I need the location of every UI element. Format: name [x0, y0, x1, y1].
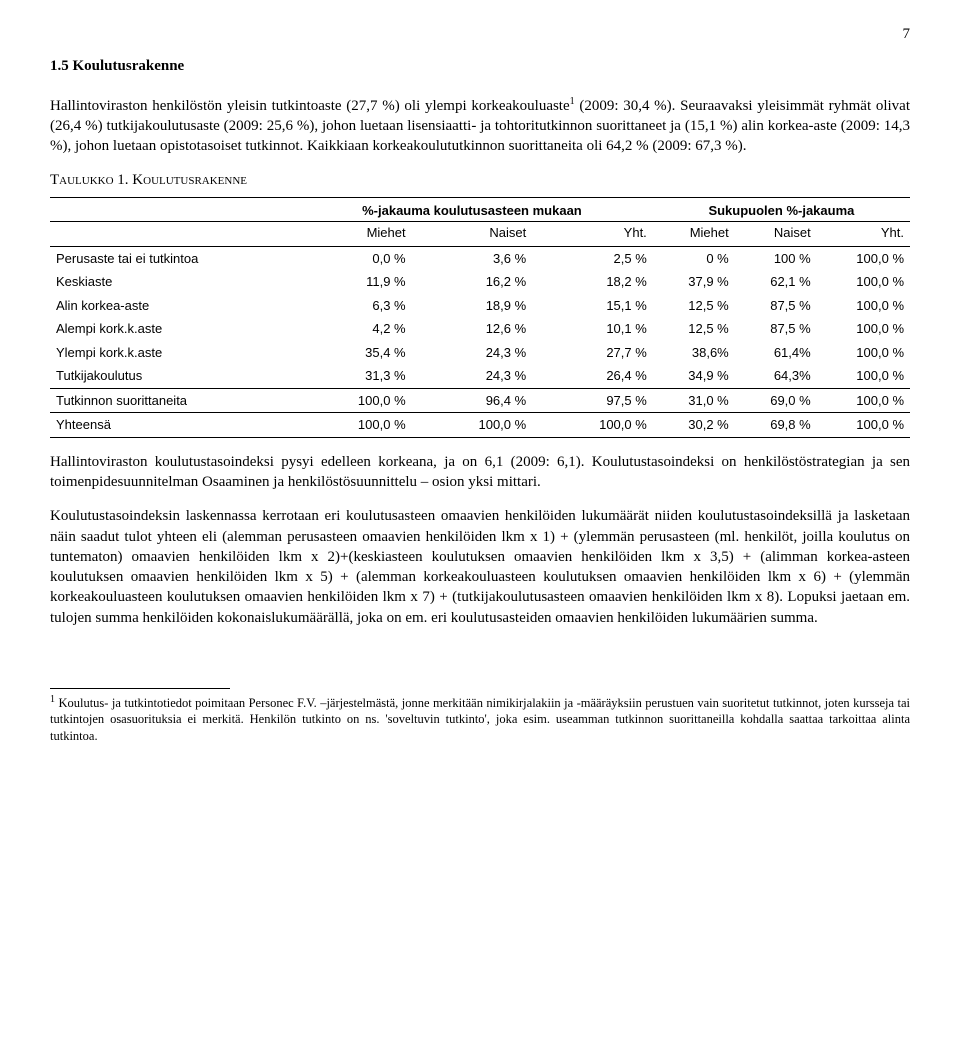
cell: 16,2 %	[412, 270, 533, 294]
cell: 100 %	[735, 246, 817, 270]
cell: 31,0 %	[653, 388, 735, 413]
table-col-2: Yht.	[532, 222, 653, 247]
cell: 96,4 %	[412, 388, 533, 413]
cell: 100,0 %	[817, 388, 910, 413]
row-label: Tutkinnon suorittaneita	[50, 388, 291, 413]
table-corner	[50, 197, 291, 222]
cell: 87,5 %	[735, 294, 817, 318]
table-row: Alempi kork.k.aste 4,2 % 12,6 % 10,1 % 1…	[50, 317, 910, 341]
cell: 37,9 %	[653, 270, 735, 294]
cell: 62,1 %	[735, 270, 817, 294]
cell: 34,9 %	[653, 364, 735, 388]
cell: 12,5 %	[653, 294, 735, 318]
row-label: Perusaste tai ei tutkintoa	[50, 246, 291, 270]
cell: 3,6 %	[412, 246, 533, 270]
row-label: Tutkijakoulutus	[50, 364, 291, 388]
footnote-separator	[50, 688, 230, 689]
cell: 100,0 %	[291, 388, 412, 413]
table-rowhead-blank	[50, 222, 291, 247]
cell: 100,0 %	[817, 294, 910, 318]
row-label: Alin korkea-aste	[50, 294, 291, 318]
table-row-subtotal: Tutkinnon suorittaneita 100,0 % 96,4 % 9…	[50, 388, 910, 413]
cell: 69,8 %	[735, 413, 817, 438]
footnote-text: Koulutus- ja tutkintotiedot poimitaan Pe…	[50, 696, 910, 743]
cell: 69,0 %	[735, 388, 817, 413]
koulutusrakenne-table: %-jakauma koulutusasteen mukaan Sukupuol…	[50, 197, 910, 438]
cell: 30,2 %	[653, 413, 735, 438]
cell: 0 %	[653, 246, 735, 270]
table-col-3: Miehet	[653, 222, 735, 247]
para1-a: Hallintoviraston henkilöstön yleisin tut…	[50, 98, 570, 114]
cell: 24,3 %	[412, 364, 533, 388]
cell: 18,9 %	[412, 294, 533, 318]
cell: 24,3 %	[412, 341, 533, 365]
cell: 18,2 %	[532, 270, 653, 294]
table-row-total: Yhteensä 100,0 % 100,0 % 100,0 % 30,2 % …	[50, 413, 910, 438]
table-col-4: Naiset	[735, 222, 817, 247]
cell: 31,3 %	[291, 364, 412, 388]
table-row: Alin korkea-aste 6,3 % 18,9 % 15,1 % 12,…	[50, 294, 910, 318]
table-group-1: %-jakauma koulutusasteen mukaan	[291, 197, 653, 222]
table-row: Perusaste tai ei tutkintoa 0,0 % 3,6 % 2…	[50, 246, 910, 270]
cell: 10,1 %	[532, 317, 653, 341]
cell: 12,6 %	[412, 317, 533, 341]
cell: 15,1 %	[532, 294, 653, 318]
cell: 100,0 %	[817, 270, 910, 294]
table-caption-b: Koulutusrakenne	[132, 172, 247, 188]
cell: 100,0 %	[412, 413, 533, 438]
cell: 27,7 %	[532, 341, 653, 365]
paragraph-1: Hallintoviraston henkilöstön yleisin tut…	[50, 95, 910, 157]
cell: 100,0 %	[817, 413, 910, 438]
row-label: Ylempi kork.k.aste	[50, 341, 291, 365]
cell: 64,3%	[735, 364, 817, 388]
cell: 100,0 %	[817, 364, 910, 388]
table-col-0: Miehet	[291, 222, 412, 247]
cell: 100,0 %	[532, 413, 653, 438]
table-caption-a: Taulukko 1.	[50, 172, 132, 188]
page-number: 7	[50, 24, 910, 44]
cell: 38,6%	[653, 341, 735, 365]
cell: 87,5 %	[735, 317, 817, 341]
cell: 100,0 %	[291, 413, 412, 438]
cell: 35,4 %	[291, 341, 412, 365]
row-label: Yhteensä	[50, 413, 291, 438]
cell: 100,0 %	[817, 341, 910, 365]
cell: 2,5 %	[532, 246, 653, 270]
cell: 100,0 %	[817, 246, 910, 270]
table-caption: Taulukko 1. Koulutusrakenne	[50, 170, 910, 190]
table-row: Tutkijakoulutus 31,3 % 24,3 % 26,4 % 34,…	[50, 364, 910, 388]
table-col-1: Naiset	[412, 222, 533, 247]
table-col-5: Yht.	[817, 222, 910, 247]
cell: 26,4 %	[532, 364, 653, 388]
row-label: Keskiaste	[50, 270, 291, 294]
section-heading: 1.5 Koulutusrakenne	[50, 56, 910, 76]
paragraph-2: Hallintoviraston koulutustasoindeksi pys…	[50, 452, 910, 493]
cell: 11,9 %	[291, 270, 412, 294]
row-label: Alempi kork.k.aste	[50, 317, 291, 341]
cell: 4,2 %	[291, 317, 412, 341]
cell: 12,5 %	[653, 317, 735, 341]
table-group-2: Sukupuolen %-jakauma	[653, 197, 910, 222]
cell: 6,3 %	[291, 294, 412, 318]
cell: 100,0 %	[817, 317, 910, 341]
table-body: Perusaste tai ei tutkintoa 0,0 % 3,6 % 2…	[50, 246, 910, 437]
cell: 97,5 %	[532, 388, 653, 413]
cell: 0,0 %	[291, 246, 412, 270]
table-row: Ylempi kork.k.aste 35,4 % 24,3 % 27,7 % …	[50, 341, 910, 365]
footnote-1: 1 Koulutus- ja tutkintotiedot poimitaan …	[50, 693, 910, 744]
table-row: Keskiaste 11,9 % 16,2 % 18,2 % 37,9 % 62…	[50, 270, 910, 294]
cell: 61,4%	[735, 341, 817, 365]
paragraph-3: Koulutustasoindeksin laskennassa kerrota…	[50, 506, 910, 628]
